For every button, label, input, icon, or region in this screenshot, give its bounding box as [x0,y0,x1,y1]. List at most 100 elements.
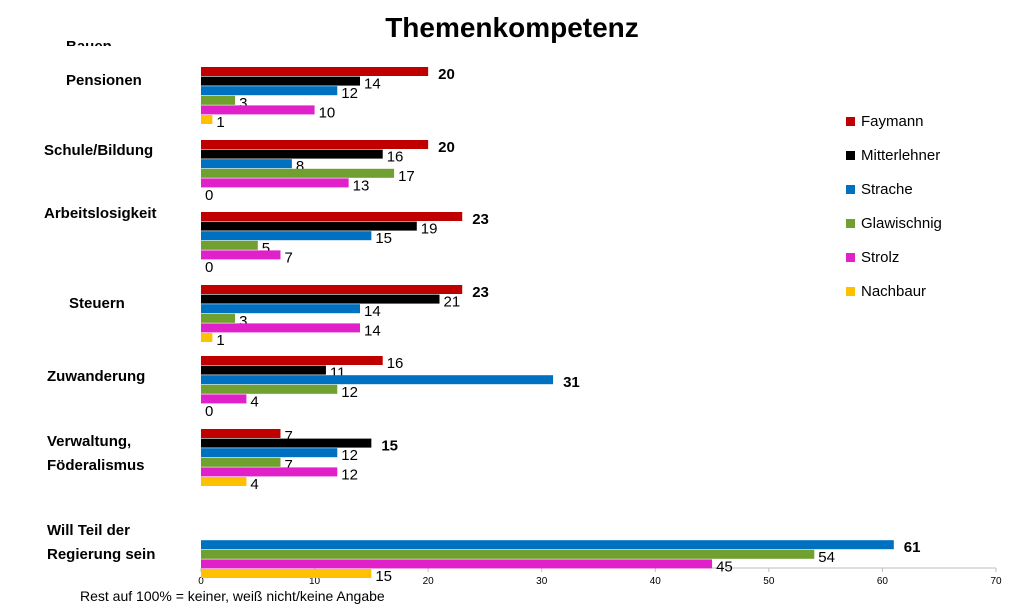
bar-strache [201,231,372,241]
bar-glawischnig [201,168,395,178]
data-label: 12 [341,466,358,483]
x-tick-label: 30 [536,576,548,587]
bar-faymann [201,356,383,365]
category-label: Will Teil der [47,522,130,539]
x-tick-label: 50 [763,576,775,587]
cut-off-category-label: Bauen [66,32,136,46]
legend-label: Glawischnig [861,214,942,232]
x-tick-label: 0 [198,576,204,587]
bar-strache [201,540,894,550]
data-label: 15 [375,568,392,585]
data-label: 4 [250,393,258,410]
data-label: 7 [285,457,293,474]
bar-glawischnig [201,240,258,250]
x-tick-label: 70 [990,576,1002,587]
bar-strache [201,375,554,385]
data-label: 10 [319,104,336,121]
data-label: 0 [205,187,213,204]
data-label: 3 [239,95,247,112]
bar-mitterlehner [201,365,326,375]
data-label: 20 [438,66,455,83]
data-label: 7 [285,249,293,266]
bar-glawischnig [201,384,338,394]
data-label: 1 [216,332,224,349]
bar-strolz [201,105,315,115]
bar-strolz [201,559,713,569]
category-label: Steuern [69,295,125,312]
bar-nachbaur [201,477,247,486]
bar-strache [201,86,338,96]
category-label: Regierung sein [47,546,155,563]
bar-glawischnig [201,549,815,559]
legend-label: Mitterlehner [861,146,941,164]
legend-item: Strolz [846,240,942,274]
bar-glawischnig [201,95,236,105]
bar-mitterlehner [201,294,440,304]
data-label: 16 [387,355,404,372]
bar-strolz [201,394,247,404]
x-tick-label: 60 [877,576,889,587]
bar-faymann [201,67,429,76]
category-label: Pensionen [66,72,142,89]
data-label: 12 [341,85,358,102]
legend-label: Nachbaur [861,282,927,300]
legend-item: Strache [846,172,942,206]
data-label: 23 [472,211,489,228]
legend-swatch [846,286,855,296]
bar-mitterlehner [201,76,360,86]
data-label: 0 [205,259,213,276]
data-label: 12 [341,447,358,464]
data-label: 31 [563,374,580,391]
bar-mitterlehner [201,149,383,159]
legend-item: Glawischnig [846,206,942,240]
data-label: 15 [375,230,392,247]
data-label: 23 [472,284,489,301]
x-tick-label: 20 [423,576,435,587]
chart-title: Themenkompetenz [385,12,639,43]
bar-strolz [201,467,338,477]
bar-strache [201,159,292,169]
legend-swatch [846,184,855,194]
legend-swatch [846,116,855,126]
legend: Faymann Mitterlehner Strache Glawischnig Str… [846,104,942,308]
category-label: Verwaltung, [47,433,131,450]
legend-swatch [846,150,855,160]
bar-faymann [201,285,463,294]
x-tick-label: 40 [650,576,662,587]
bar-faymann [201,429,281,438]
data-label: 3 [239,313,247,330]
x-tick-label: 10 [309,576,321,587]
data-label: 19 [421,221,438,238]
category-label: Arbeitslosigkeit [44,205,157,222]
data-label: 45 [716,558,733,575]
data-label: 20 [438,139,455,156]
bar-nachbaur [201,115,213,124]
bar-glawischnig [201,313,236,323]
data-label: 1 [216,114,224,131]
data-label: 14 [364,303,381,320]
legend-item: Mitterlehner [846,138,942,172]
data-label: 13 [353,177,370,194]
bar-strolz [201,178,349,188]
category-label: Föderalismus [47,457,145,474]
data-label: 4 [250,476,258,493]
data-label: 14 [364,76,381,93]
category-label: Zuwanderung [47,368,145,385]
data-label: 12 [341,384,358,401]
data-label: 7 [285,428,293,445]
bar-faymann [201,140,429,149]
legend-item: Faymann [846,104,942,138]
bar-nachbaur [201,569,372,578]
bar-faymann [201,212,463,221]
bar-strache [201,304,360,314]
legend-label: Faymann [861,112,924,130]
footnote: Rest auf 100% = keiner, weiß nicht/keine… [80,588,385,604]
data-label: 8 [296,158,304,175]
bar-strache [201,448,338,458]
category-label: Schule/Bildung [44,142,153,159]
data-label: 14 [364,322,381,339]
data-label: 21 [444,294,461,311]
bar-nachbaur [201,333,213,342]
bar-mitterlehner [201,438,372,448]
